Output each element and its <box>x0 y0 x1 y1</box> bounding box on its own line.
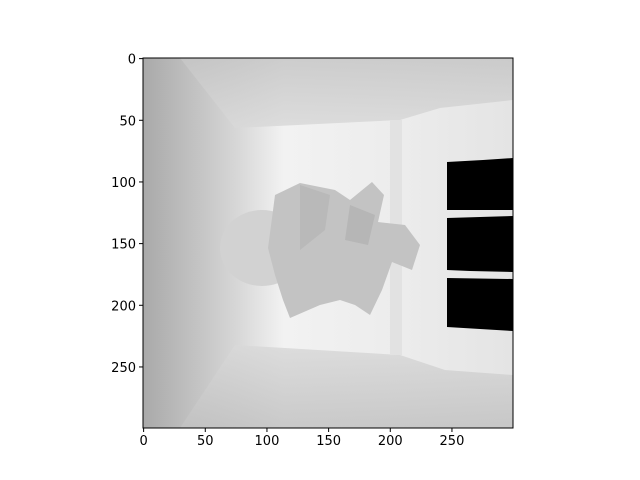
axes-frame <box>142 57 514 429</box>
x-tick-label: 200 <box>378 434 403 449</box>
y-tick-label: 50 <box>119 114 136 129</box>
y-tick-label: 150 <box>111 238 136 253</box>
y-tick-label: 250 <box>111 361 136 376</box>
y-tick-label: 0 <box>128 53 136 68</box>
x-tick-label: 100 <box>255 434 280 449</box>
y-tick-label: 100 <box>111 176 136 191</box>
x-tick-label: 250 <box>440 434 465 449</box>
depth-image <box>143 58 513 428</box>
y-tick-label: 200 <box>111 299 136 314</box>
x-tick-label: 0 <box>139 434 147 449</box>
x-tick-label: 150 <box>316 434 341 449</box>
x-tick-label: 50 <box>197 434 214 449</box>
